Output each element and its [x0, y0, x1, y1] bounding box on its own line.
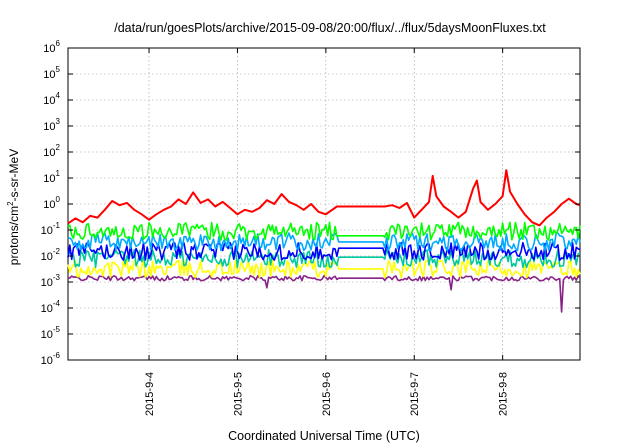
x-axis: 2015-9-4 2015-9-5 2015-9-6 2015-9-7 2015-9-8 [144, 48, 510, 416]
chart-title: /data/run/goesPlots/archive/2015-09-08/2… [114, 21, 546, 35]
y-tick-label: 102 [43, 143, 60, 159]
series-line [67, 259, 581, 279]
y-axis-label-superscript: 2 [6, 201, 15, 206]
series-layer [67, 169, 581, 313]
y-tick-label: 10-4 [41, 299, 61, 315]
x-tick-label: 2015-9-8 [498, 372, 510, 416]
y-tick-label: 100 [43, 195, 60, 211]
y-axis-label: protons/cm2-s-sr-MeV [6, 149, 21, 265]
y-tick-label: 10-5 [41, 325, 61, 341]
y-axis-label-prefix: protons/cm [7, 206, 21, 265]
y-tick-label: 10-1 [41, 221, 61, 237]
y-tick-label: 10-3 [41, 273, 61, 289]
x-tick-label: 2015-9-4 [144, 372, 156, 416]
series-line [67, 274, 581, 313]
x-tick-label: 2015-9-5 [232, 372, 244, 416]
x-tick-label: 2015-9-7 [409, 372, 421, 416]
grid [68, 48, 580, 360]
y-tick-label: 10-6 [41, 351, 61, 367]
y-tick-label: 101 [43, 169, 60, 185]
series-line [67, 221, 581, 241]
y-tick-label: 103 [43, 117, 60, 133]
y-axis: 10-6 10-5 10-4 10-3 10-2 10-1 100 101 102 103 104 1… [41, 39, 580, 367]
y-tick-label: 106 [43, 39, 60, 55]
y-tick-label: 10-2 [41, 247, 61, 263]
series-line [67, 248, 581, 269]
series-line [67, 169, 581, 227]
y-tick-label: 104 [43, 91, 60, 107]
series-line [67, 232, 581, 252]
x-tick-label: 2015-9-6 [321, 372, 333, 416]
y-tick-label: 105 [43, 65, 60, 81]
x-axis-label: Coordinated Universal Time (UTC) [228, 429, 420, 443]
y-axis-label-suffix: -s-sr-MeV [7, 149, 21, 202]
